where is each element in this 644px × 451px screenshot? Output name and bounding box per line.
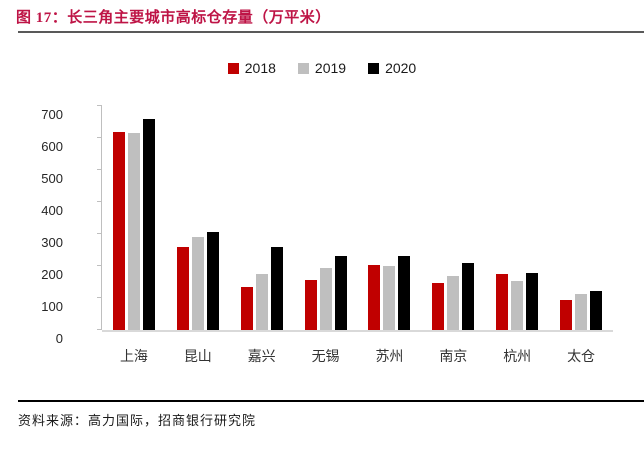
y-axis-tick-label: 100 [41,299,63,314]
bar-chart-plot-area: 上海 昆山 嘉兴 无锡 苏州 南京 杭州 太仓 0 100 200 300 400 500 600 700 [41,105,613,364]
bar-昆山-2020 [206,232,219,330]
legend-label: 2020 [385,60,417,76]
bar-嘉兴-2018 [240,287,253,330]
bar-无锡-2018 [304,280,317,330]
bar-group-上海: 上海 [102,106,166,364]
y-axis-tick-mark [97,233,102,234]
x-axis-label: 嘉兴 [247,348,276,364]
bar-group-无锡: 无锡 [294,106,358,364]
y-axis-tick-label: 300 [41,235,63,250]
x-axis-label: 上海 [119,348,148,364]
bar-苏州-2019 [383,266,396,330]
bar-杭州-2019 [511,281,524,330]
legend-item-2020: 2020 [368,60,416,76]
x-axis-label: 昆山 [183,348,212,364]
bar-杭州-2020 [526,273,539,330]
y-axis-tick-label: 200 [41,267,63,282]
bar-group-昆山: 昆山 [166,106,230,364]
bar-group-嘉兴: 嘉兴 [230,106,294,364]
y-axis-tick-mark [97,329,102,330]
y-axis-tick-label: 600 [41,139,63,154]
x-axis-label: 苏州 [375,348,404,364]
legend-swatch-icon [368,62,380,74]
bar-太仓-2019 [575,294,588,330]
bar-group-杭州: 杭州 [485,106,549,364]
legend-item-2018: 2018 [227,60,276,76]
legend-swatch-icon [227,62,239,74]
x-axis-label: 杭州 [503,348,532,364]
bar-苏州-2020 [398,256,411,330]
y-axis-tick-mark [97,265,102,266]
legend-item-2019: 2019 [297,60,347,76]
y-axis-tick-mark [97,105,102,106]
x-axis-line [102,330,613,332]
y-axis-tick-label: 400 [41,203,63,218]
bar-上海-2019 [127,133,140,330]
bar-苏州-2018 [368,265,381,330]
bar-无锡-2019 [319,268,332,330]
y-axis-tick-label: 500 [41,171,63,186]
bar-南京-2019 [447,276,460,330]
x-axis-label: 太仓 [567,348,596,364]
bar-太仓-2020 [590,291,603,330]
title-divider [18,31,644,33]
bar-groups: 上海 昆山 嘉兴 无锡 苏州 南京 杭州 太仓 [102,106,613,364]
bar-太仓-2018 [560,300,573,330]
legend: 2018 2019 2020 [0,60,644,76]
y-axis-tick-mark [97,137,102,138]
x-axis-label: 南京 [439,348,468,364]
bar-嘉兴-2020 [270,247,283,330]
bar-group-苏州: 苏州 [358,106,422,364]
figure-title: 图 17：长三角主要城市高标仓存量（万平米） [16,10,331,26]
y-axis-tick-mark [97,201,102,202]
bar-嘉兴-2019 [255,274,268,330]
bar-group-太仓: 太仓 [549,106,613,364]
y-axis-tick-label: 0 [55,331,63,346]
bar-昆山-2019 [191,237,204,330]
bar-group-南京: 南京 [421,106,485,364]
legend-label: 2019 [314,60,347,76]
bar-南京-2018 [432,283,445,330]
y-axis-tick-mark [97,169,102,170]
legend-swatch-icon [297,62,309,74]
bar-南京-2020 [462,263,475,330]
bar-无锡-2020 [334,256,347,330]
source-divider [18,400,644,402]
bar-上海-2018 [112,132,125,330]
bar-杭州-2018 [496,274,509,330]
legend-label: 2018 [244,60,276,76]
y-axis-tick-mark [97,297,102,298]
bar-上海-2020 [142,119,155,330]
y-axis-tick-label: 700 [41,107,63,122]
x-axis-label: 无锡 [311,348,340,364]
bar-昆山-2018 [176,247,189,330]
source-note: 资料来源：高力国际，招商银行研究院 [18,413,257,428]
